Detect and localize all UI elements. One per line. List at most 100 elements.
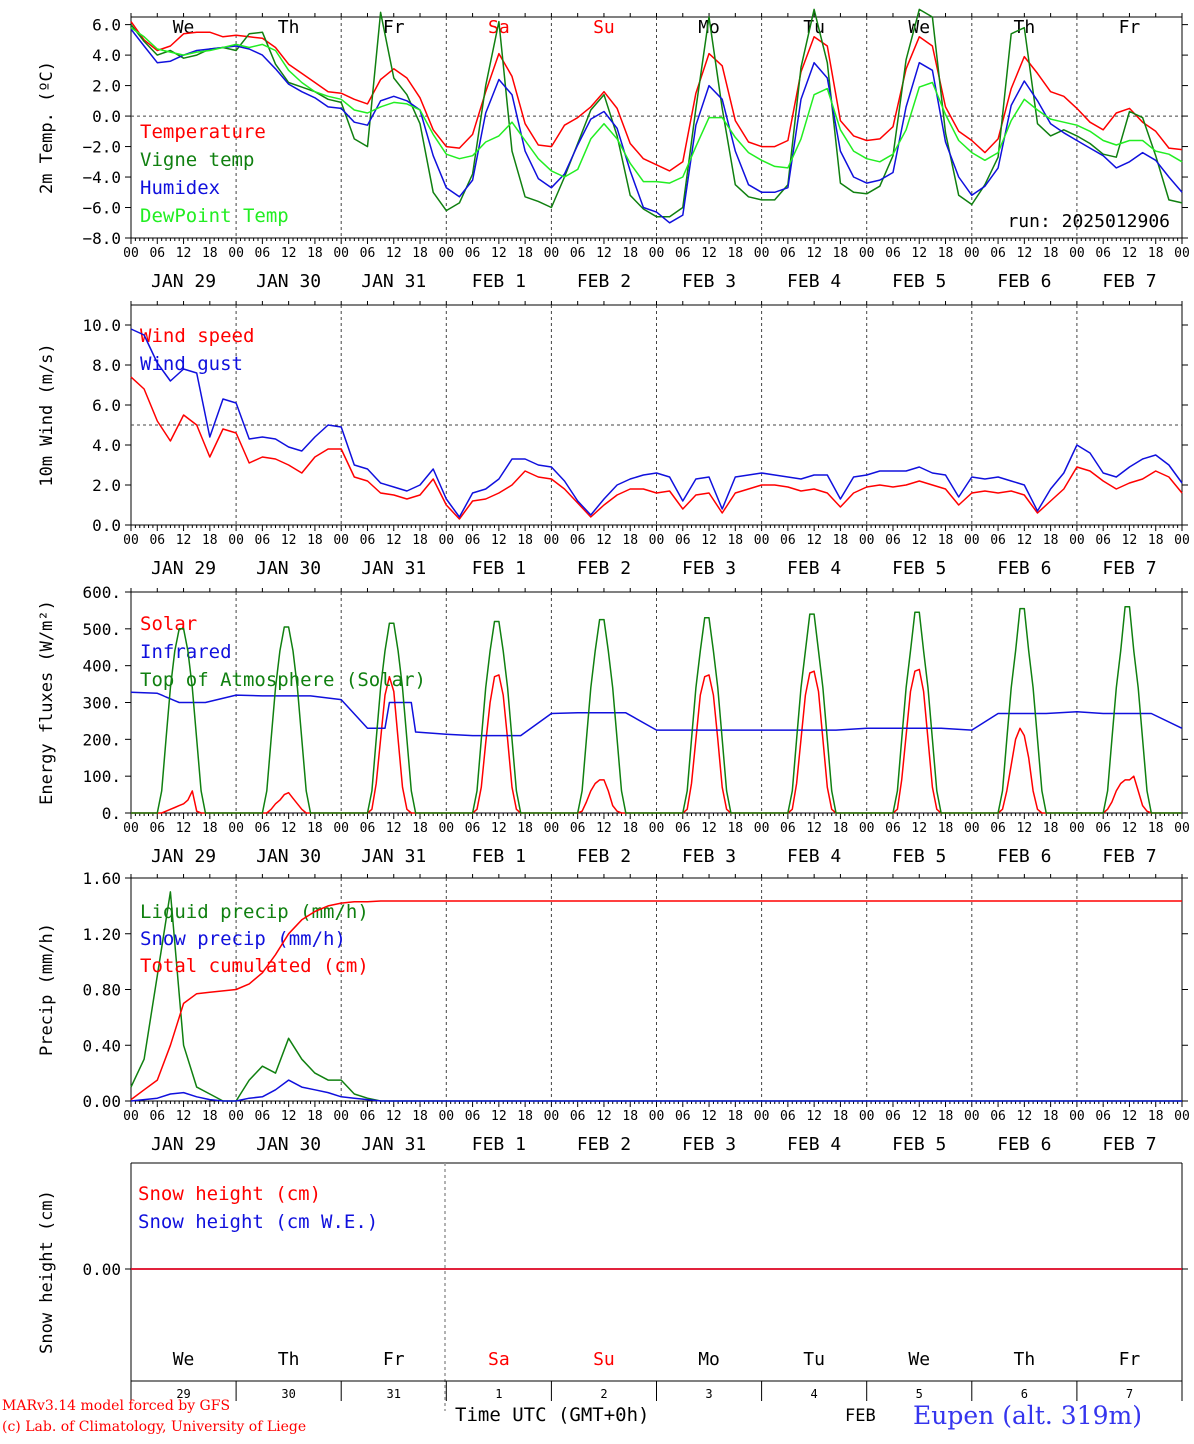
x-hour-label: 18 [727, 821, 743, 836]
day-number-label: 6 [1021, 1387, 1028, 1401]
day-of-week-label: Sa [488, 1349, 510, 1370]
x-hour-label: 00 [438, 821, 454, 836]
run-label: run: 2025012906 [1007, 211, 1170, 232]
y-axis-label: 10m Wind (m/s) [37, 343, 57, 486]
day-number-label: 29 [176, 1387, 190, 1401]
x-date-label: JAN 31 [361, 558, 426, 579]
x-hour-label: 18 [1148, 1109, 1164, 1124]
x-hour-label: 06 [780, 533, 796, 548]
x-hour-label: 06 [465, 533, 481, 548]
day-of-week-label: Tu [803, 1349, 825, 1370]
panel-3: 600. 500. 400. 300. 200. 100. 0. Energy fluxes … [37, 583, 1190, 867]
x-hour-label: 00 [1174, 1109, 1190, 1124]
x-date-label: FEB 1 [472, 846, 526, 867]
x-hour-label: 18 [307, 533, 323, 548]
month-label: FEB [845, 1406, 876, 1426]
x-hour-label: 18 [517, 821, 533, 836]
series-line-3 [131, 605, 1182, 814]
x-hour-label: 12 [596, 533, 612, 548]
x-hour-label: 06 [990, 533, 1006, 548]
x-date-label: FEB 6 [997, 846, 1051, 867]
x-hour-label: 18 [833, 1109, 849, 1124]
x-hour-label: 12 [386, 1109, 402, 1124]
day-of-week-label: We [908, 17, 930, 38]
x-hour-label: 18 [412, 1109, 428, 1124]
y-tick-label: 0.40 [82, 1036, 121, 1055]
y-tick-label: 4.0 [92, 436, 121, 455]
x-date-label: JAN 29 [151, 1134, 216, 1155]
x-date-label: JAN 31 [361, 271, 426, 292]
model-credit: MARv3.14 model forced by GFS [2, 1398, 231, 1414]
location-label: Eupen (alt. 319m) [913, 1401, 1142, 1430]
legend-entry: Total cumulated (cm) [140, 955, 369, 977]
y-tick-label: 200. [82, 730, 121, 749]
legend-entry: Snow height (cm W.E.) [138, 1211, 378, 1233]
y-axis-label: Precip (mm/h) [37, 923, 57, 1056]
x-date-label: JAN 31 [361, 846, 426, 867]
x-hour-label: 00 [964, 246, 980, 261]
legend-entry: Vigne temp [140, 149, 254, 171]
x-hour-label: 00 [544, 821, 560, 836]
x-date-label: FEB 6 [997, 558, 1051, 579]
x-hour-label: 12 [806, 1109, 822, 1124]
x-hour-label: 18 [938, 533, 954, 548]
series-line-2 [130, 8, 1183, 218]
series-line-3 [130, 28, 1183, 224]
x-hour-label: 00 [544, 246, 560, 261]
x-date-label: FEB 5 [892, 1134, 946, 1155]
x-hour-label: 12 [701, 1109, 717, 1124]
x-date-label: FEB 3 [682, 1134, 736, 1155]
y-tick-label: 6.0 [92, 16, 121, 35]
x-hour-label: 12 [911, 246, 927, 261]
series-line-2 [130, 691, 1183, 737]
x-hour-label: 18 [622, 246, 638, 261]
x-hour-label: 12 [806, 246, 822, 261]
day-number-label: 2 [600, 1387, 607, 1401]
x-hour-label: 18 [517, 246, 533, 261]
x-hour-label: 00 [228, 533, 244, 548]
x-hour-label: 12 [386, 821, 402, 836]
x-date-label: FEB 1 [472, 271, 526, 292]
x-date-label: FEB 7 [1102, 846, 1156, 867]
x-hour-label: 06 [885, 533, 901, 548]
x-hour-label: 06 [570, 1109, 586, 1124]
x-date-label: FEB 6 [997, 1134, 1051, 1155]
x-hour-label: 06 [675, 821, 691, 836]
x-hour-label: 00 [438, 1109, 454, 1124]
x-date-label: FEB 1 [472, 558, 526, 579]
x-hour-label: 12 [1122, 1109, 1138, 1124]
y-tick-label: 400. [82, 657, 121, 676]
day-of-week-label: Su [593, 1349, 615, 1370]
x-hour-label: 12 [1017, 246, 1033, 261]
x-hour-label: 00 [964, 1109, 980, 1124]
x-hour-label: 18 [1148, 821, 1164, 836]
x-hour-label: 00 [964, 533, 980, 548]
y-tick-label: 0.00 [82, 1260, 121, 1279]
x-hour-label: 06 [885, 821, 901, 836]
x-hour-label: 06 [1095, 533, 1111, 548]
x-date-label: FEB 5 [892, 271, 946, 292]
x-hour-label: 00 [1069, 533, 1085, 548]
x-hour-label: 00 [649, 246, 665, 261]
x-hour-label: 00 [754, 533, 770, 548]
x-hour-label: 06 [255, 821, 271, 836]
x-hour-label: 00 [859, 1109, 875, 1124]
x-hour-label: 18 [412, 821, 428, 836]
x-hour-label: 06 [255, 533, 271, 548]
y-tick-label: 2.0 [92, 476, 121, 495]
day-number-label: 5 [916, 1387, 923, 1401]
x-hour-label: 18 [1043, 246, 1059, 261]
x-hour-label: 12 [1017, 821, 1033, 836]
x-date-label: JAN 30 [256, 558, 321, 579]
x-hour-label: 00 [1069, 1109, 1085, 1124]
x-date-label: JAN 29 [151, 558, 216, 579]
x-hour-label: 00 [1174, 246, 1190, 261]
legend-entry: DewPoint Temp [140, 205, 289, 227]
y-tick-label: 1.20 [82, 925, 121, 944]
x-hour-label: 06 [360, 246, 376, 261]
y-tick-label: 0.0 [92, 516, 121, 535]
series-line-1 [130, 21, 1183, 172]
x-hour-label: 12 [1122, 533, 1138, 548]
series-line-1 [130, 376, 1183, 520]
x-hour-label: 00 [123, 533, 139, 548]
